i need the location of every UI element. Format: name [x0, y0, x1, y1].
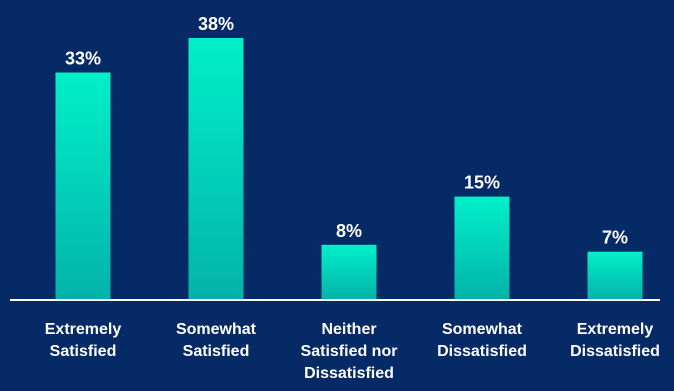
bar-3 — [321, 244, 377, 300]
category-label-2-line-2: Satisfied — [183, 343, 250, 360]
category-label-3: Neither Satisfied nor Dissatisfied — [301, 321, 398, 382]
bar-4 — [454, 196, 510, 300]
category-label-2-line-1: Somewhat — [176, 321, 257, 338]
category-label-5-line-1: Extremely — [577, 321, 654, 338]
category-labels: Extremely Satisfied Somewhat Satisfied Neith… — [45, 321, 660, 382]
value-label-3: 8% — [336, 221, 362, 241]
value-label-4: 15% — [464, 173, 500, 193]
bar-1 — [55, 72, 111, 300]
value-labels: 33% 38% 8% 15% 7% — [65, 14, 628, 248]
category-label-5: Extremely Dissatisfied — [570, 321, 660, 360]
category-label-3-line-1: Neither — [321, 321, 376, 338]
bar-2 — [188, 38, 244, 300]
value-label-5: 7% — [602, 228, 628, 248]
category-label-3-line-2: Satisfied nor — [301, 343, 398, 360]
category-label-4: Somewhat Dissatisfied — [437, 321, 527, 360]
value-label-2: 38% — [198, 14, 234, 34]
category-label-1-line-2: Satisfied — [50, 343, 117, 360]
category-label-3-line-3: Dissatisfied — [304, 365, 394, 382]
category-label-1-line-1: Extremely — [45, 321, 122, 338]
category-label-4-line-2: Dissatisfied — [437, 343, 527, 360]
category-label-5-line-2: Dissatisfied — [570, 343, 660, 360]
category-label-2: Somewhat Satisfied — [176, 321, 257, 360]
bar-5 — [587, 251, 643, 300]
bars — [55, 38, 643, 300]
value-label-1: 33% — [65, 49, 101, 69]
category-label-1: Extremely Satisfied — [45, 321, 122, 360]
category-label-4-line-1: Somewhat — [442, 321, 523, 338]
